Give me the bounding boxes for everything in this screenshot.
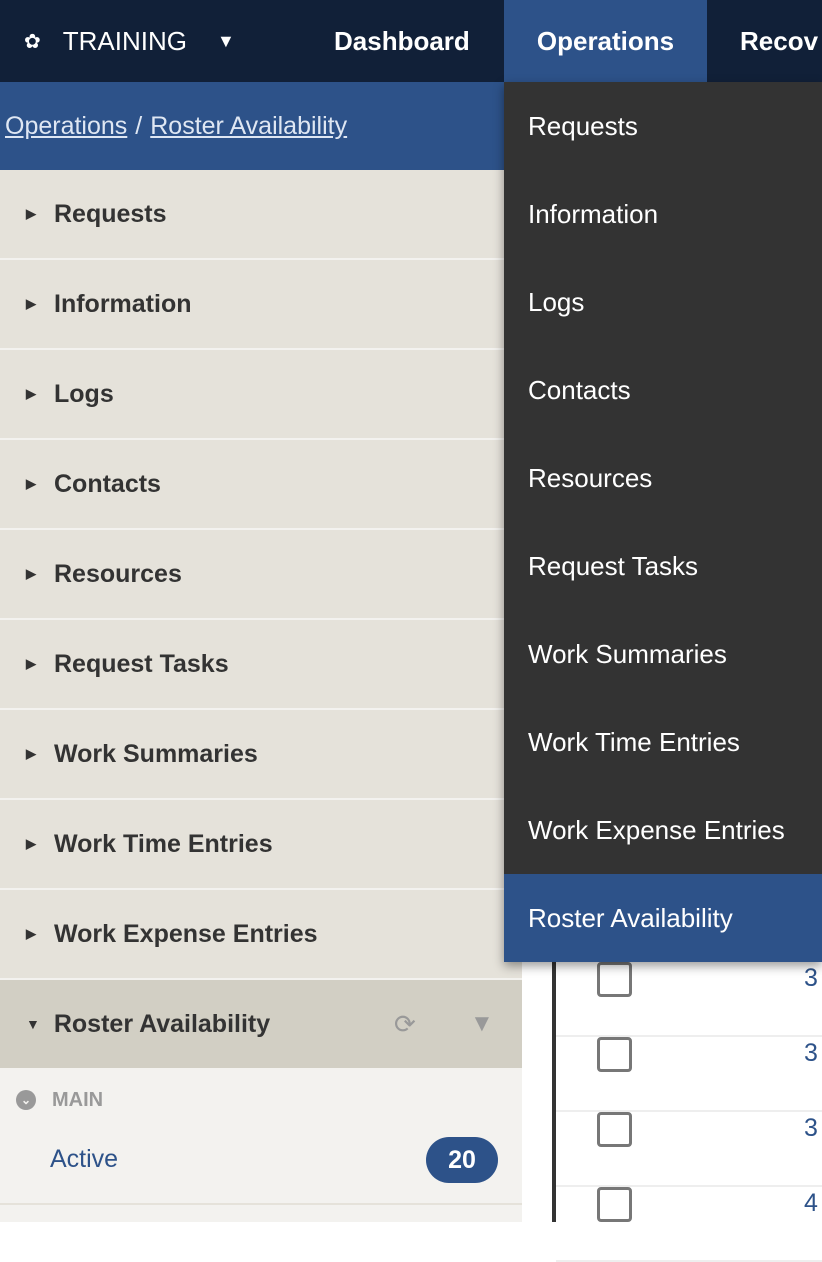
environment-selector[interactable]: ✿ TRAINING ▼ [24, 0, 235, 82]
breadcrumb: Operations / Roster Availability [0, 82, 504, 170]
refresh-icon[interactable]: ⟳ [394, 1008, 416, 1039]
row-id-link[interactable]: 3 [804, 964, 818, 992]
sidebar-item-resources[interactable]: ▶ Resources [0, 530, 522, 620]
row-id-link[interactable]: 3 [804, 1114, 818, 1142]
sidebar-item-contacts[interactable]: ▶ Contacts [0, 440, 522, 530]
chevron-down-circle-icon: ⌄ [16, 1090, 36, 1110]
caret-right-icon: ▶ [26, 656, 36, 671]
menu-item-resources[interactable]: Resources [528, 462, 653, 493]
sidebar-item-label: Request Tasks [54, 649, 229, 678]
table-row: 3 [556, 1112, 822, 1187]
row-checkbox[interactable] [597, 1037, 632, 1072]
caret-down-icon: ▼ [26, 1016, 40, 1032]
nav-dashboard[interactable]: Dashboard [334, 25, 470, 56]
sidebar-item-roster-availability[interactable]: ▼ Roster Availability ⟳ ▼ [0, 980, 522, 1070]
caret-down-icon: ▼ [217, 30, 235, 51]
menu-item-roster-availability[interactable]: Roster Availability [504, 874, 822, 962]
sidebar-item-work-summaries[interactable]: ▶ Work Summaries [0, 710, 522, 800]
caret-right-icon: ▶ [26, 926, 36, 941]
section-label: MAIN [52, 1088, 104, 1111]
logo-icon: ✿ [24, 30, 41, 53]
sidebar-item-work-time-entries[interactable]: ▶ Work Time Entries [0, 800, 522, 890]
caret-right-icon: ▶ [26, 296, 36, 311]
menu-item-requests[interactable]: Requests [528, 110, 638, 141]
divider [552, 962, 556, 1222]
table-row: 3 [556, 962, 822, 1037]
menu-item-work-time-entries[interactable]: Work Time Entries [528, 726, 740, 757]
sidebar-item-label: Roster Availability [53, 1009, 271, 1038]
breadcrumb-operations[interactable]: Operations [5, 111, 128, 140]
section-main[interactable]: ⌄ MAIN [0, 1070, 522, 1130]
caret-right-icon: ▶ [26, 386, 36, 401]
row-checkbox[interactable] [597, 962, 632, 997]
menu-item-information[interactable]: Information [528, 198, 659, 229]
caret-right-icon: ▶ [26, 836, 36, 851]
sidebar-item-label: Work Expense Entries [54, 919, 318, 948]
sidebar-item-label: Logs [54, 379, 114, 408]
nav-operations[interactable]: Operations [504, 0, 707, 82]
sidebar-item-label: Contacts [54, 469, 161, 498]
caret-right-icon: ▶ [26, 476, 36, 491]
menu-item-request-tasks[interactable]: Request Tasks [528, 550, 699, 581]
sidebar: ▶ Requests ▶ Information ▶ Logs ▶ Contacts ▶ Reso… [0, 170, 522, 1222]
filter-icon[interactable]: ▼ [470, 1010, 494, 1037]
sidebar-item-work-expense-entries[interactable]: ▶ Work Expense Entries [0, 890, 522, 980]
menu-item-logs[interactable]: Logs [528, 286, 585, 317]
menu-item-work-expense-entries[interactable]: Work Expense Entries [528, 814, 785, 845]
sidebar-item-logs[interactable]: ▶ Logs [0, 350, 522, 440]
sidebar-item-information[interactable]: ▶ Information [0, 260, 522, 350]
sidebar-item-label: Work Time Entries [54, 829, 273, 858]
sidebar-item-label: Information [54, 289, 192, 318]
filter-active[interactable]: Active 20 [0, 1115, 522, 1205]
breadcrumb-separator: / [135, 111, 143, 140]
count-badge: 20 [426, 1137, 498, 1183]
sidebar-item-label: Resources [54, 559, 182, 588]
nav-recovery[interactable]: Recov [740, 25, 819, 56]
row-checkbox[interactable] [597, 1187, 632, 1222]
table-row: 4 [556, 1187, 822, 1262]
sidebar-item-request-tasks[interactable]: ▶ Request Tasks [0, 620, 522, 710]
row-id-link[interactable]: 4 [804, 1189, 818, 1217]
table-row: 3 [556, 1037, 822, 1112]
top-navbar: ✿ TRAINING ▼ Dashboard Operations Recov [0, 0, 822, 82]
caret-right-icon: ▶ [26, 566, 36, 581]
caret-right-icon: ▶ [26, 206, 36, 221]
menu-item-contacts[interactable]: Contacts [528, 374, 631, 405]
menu-item-work-summaries[interactable]: Work Summaries [528, 638, 727, 669]
caret-right-icon: ▶ [26, 746, 36, 761]
breadcrumb-roster-availability[interactable]: Roster Availability [150, 111, 348, 140]
row-id-link[interactable]: 3 [804, 1039, 818, 1067]
operations-dropdown-menu: Requests Information Logs Contacts Resources… [504, 82, 822, 962]
sidebar-item-label: Requests [54, 199, 167, 228]
filter-label: Active [50, 1144, 119, 1173]
row-checkbox[interactable] [597, 1112, 632, 1147]
sidebar-item-requests[interactable]: ▶ Requests [0, 170, 522, 260]
sidebar-item-label: Work Summaries [54, 739, 258, 768]
environment-label: TRAINING [62, 25, 187, 56]
